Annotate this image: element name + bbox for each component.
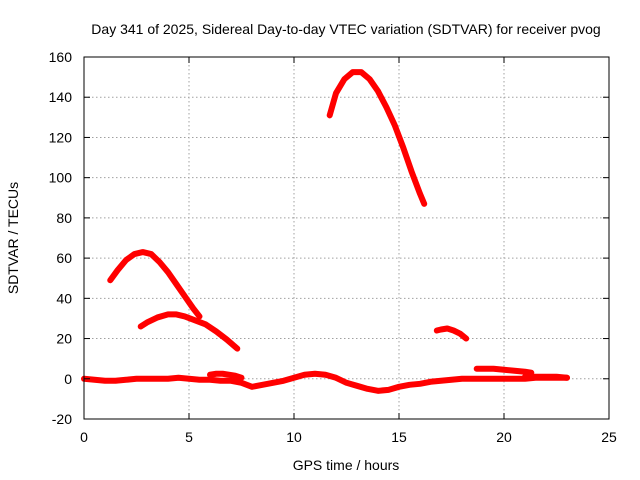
- y-axis-label: SDTVAR / TECUs: [5, 182, 21, 294]
- x-tick-label: 10: [286, 429, 302, 445]
- y-tick-label: 160: [49, 49, 73, 65]
- series-arc-4: [433, 325, 470, 342]
- y-tick-label: 0: [64, 371, 72, 387]
- x-tick-label: 20: [496, 429, 512, 445]
- series-baseline-2: [207, 370, 245, 381]
- x-tick-label: 15: [391, 429, 407, 445]
- y-tick-label: 80: [56, 210, 72, 226]
- series-arc-3: [326, 69, 428, 207]
- plot-frame: [83, 56, 610, 420]
- x-tick-label: 5: [185, 429, 193, 445]
- series-baseline-1: [81, 370, 570, 394]
- grid: [84, 57, 609, 419]
- y-tick-label: -20: [52, 411, 72, 427]
- series-group: [81, 69, 570, 394]
- y-tick-label: 120: [49, 129, 73, 145]
- axis-ticks: 0 5 10 15 20 25 -20 0 20 40 60 80 100 120 140 160: [49, 49, 617, 445]
- chart-title: Day 341 of 2025, Sidereal Day-to-day VTE…: [91, 21, 600, 37]
- y-tick-label: 100: [49, 170, 73, 186]
- x-tick-label: 25: [601, 429, 617, 445]
- series-baseline-3: [522, 373, 570, 381]
- series-arc-2: [137, 311, 241, 352]
- x-tick-label: 0: [80, 429, 88, 445]
- x-axis-label: GPS time / hours: [293, 457, 400, 473]
- series-arc-1: [107, 249, 203, 320]
- y-tick-label: 40: [56, 290, 72, 306]
- y-tick-label: 60: [56, 250, 72, 266]
- series-arc-5: [473, 365, 535, 376]
- y-tick-label: 140: [49, 89, 73, 105]
- y-tick-label: 20: [56, 331, 72, 347]
